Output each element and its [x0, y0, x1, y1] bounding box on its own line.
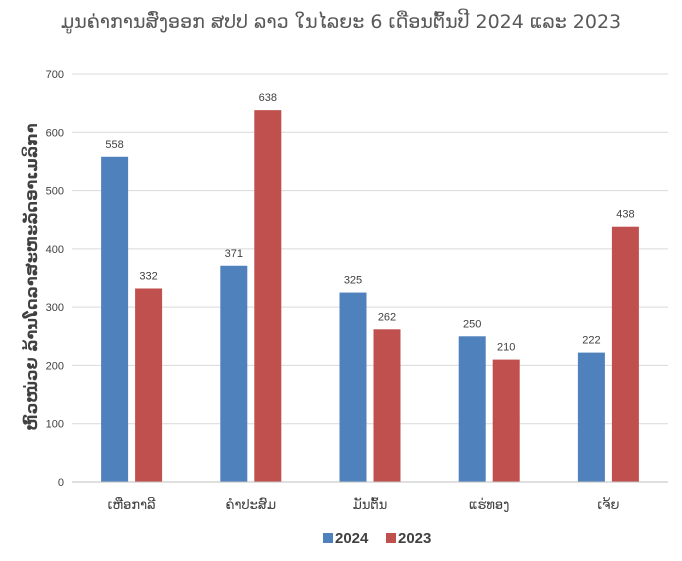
- data-label: 438: [616, 209, 634, 221]
- data-label: 325: [344, 275, 362, 287]
- y-tick-label: 100: [46, 419, 64, 431]
- bar-2024: [577, 352, 605, 482]
- bar-2024: [101, 156, 129, 482]
- x-category-label: ເຈ້ຍ: [597, 497, 619, 513]
- y-axis-ticks: 0 100 200 300 400 500 600 700: [46, 69, 64, 489]
- data-label: 250: [463, 318, 481, 330]
- x-category-label: ຄຳປະສົມ: [226, 498, 277, 513]
- x-category-label: ມັນຕົ້ນ: [353, 497, 388, 513]
- bars: [101, 110, 639, 482]
- y-tick-label: 0: [58, 477, 64, 489]
- bar-2024: [220, 265, 248, 482]
- legend-swatch-2023: [386, 533, 396, 543]
- y-tick-label: 400: [46, 244, 64, 256]
- y-tick-label: 200: [46, 360, 64, 372]
- bar-2023: [492, 359, 520, 482]
- y-axis-label: ຫົວໜ່ວຍ ລ້ານໂດລາສະຫະລັດອາເມລິກາ: [21, 123, 41, 430]
- chart-title: ມູນຄ່າການສົ່ງອອກ ສປປ ລາວ ໃນໄລຍະ 6 ເດືອນຕ…: [61, 7, 621, 35]
- legend-label: 2024: [335, 530, 369, 547]
- x-category-label: ເຫືອກາລີ: [108, 497, 156, 513]
- bar-2023: [611, 226, 639, 482]
- data-label: 638: [259, 92, 277, 104]
- data-labels: 558 332 371 638 325 262 250 210 222 438: [105, 92, 634, 353]
- legend: 2024 2023: [323, 530, 431, 547]
- data-label: 222: [582, 335, 600, 347]
- y-tick-label: 500: [46, 186, 64, 198]
- legend-label: 2023: [398, 530, 431, 547]
- x-axis-categories: ເຫືອກາລີ ຄຳປະສົມ ມັນຕົ້ນ ແຮ່ທອງ ເຈ້ຍ: [108, 497, 620, 513]
- bar-2023: [373, 329, 401, 482]
- bar-2024: [458, 336, 486, 482]
- data-label: 332: [139, 270, 157, 282]
- data-label: 210: [497, 342, 515, 354]
- y-tick-label: 600: [46, 127, 64, 139]
- legend-swatch-2024: [323, 533, 333, 543]
- y-tick-label: 300: [46, 302, 64, 314]
- bar-2023: [254, 110, 282, 482]
- gridlines: [72, 73, 668, 425]
- y-tick-label: 700: [46, 69, 64, 81]
- data-label: 262: [378, 311, 396, 323]
- bar-2023: [135, 288, 163, 482]
- data-label: 371: [225, 248, 243, 260]
- bar-2024: [339, 292, 367, 482]
- data-label: 558: [105, 139, 123, 151]
- x-category-label: ແຮ່ທອງ: [469, 498, 509, 513]
